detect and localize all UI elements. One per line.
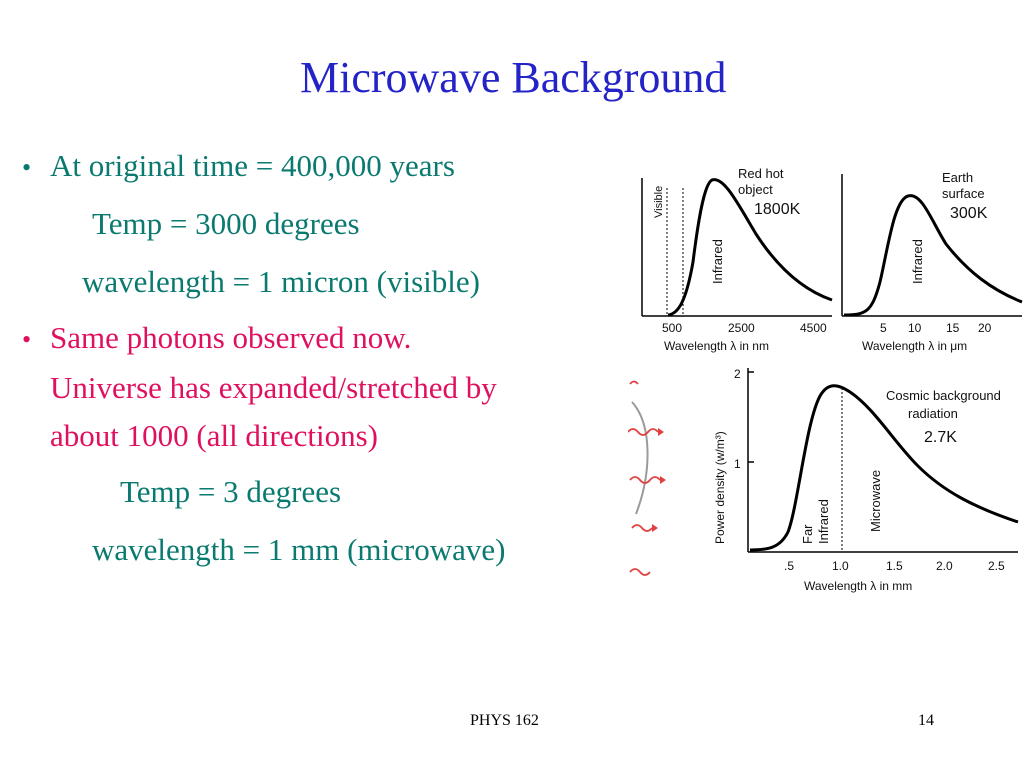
panel2-tick-5: 5 — [880, 321, 887, 335]
panel2-tick-15: 15 — [946, 321, 960, 335]
panel2-caption-line2: surface — [942, 186, 985, 201]
panel3-infrared-label: Infrared — [816, 499, 831, 544]
bullet-same-photons: Same photons observed now. — [50, 320, 412, 355]
line-about-1000: about 1000 (all directions) — [50, 418, 378, 453]
line-wavelength-mm: wavelength = 1 mm (microwave) — [92, 532, 506, 567]
bullet-original-time: At original time = 400,000 years — [50, 148, 455, 183]
panel1-caption-line1: Red hot — [738, 166, 784, 181]
panel2-tick-20: 20 — [978, 321, 992, 335]
panel3-tick-05: .5 — [784, 559, 794, 573]
panel2-caption-line1: Earth — [942, 170, 973, 185]
footer-page-number: 14 — [918, 712, 934, 729]
panel1-curve — [667, 178, 833, 317]
line-wavelength-micron: wavelength = 1 micron (visible) — [82, 264, 480, 299]
panel3-microwave-label: Microwave — [868, 470, 883, 532]
panel3-tick-25: 2.5 — [988, 559, 1005, 573]
panel1-tick-500: 500 — [662, 321, 682, 335]
panel3-tick-20: 2.0 — [936, 559, 953, 573]
line-temp-3000: Temp = 3000 degrees — [92, 206, 360, 241]
line-temp-3: Temp = 3 degrees — [120, 474, 342, 509]
line-universe-expanded: Universe has expanded/stretched by — [50, 370, 497, 405]
panel1-infrared-label: Infrared — [710, 239, 725, 284]
panel1-caption-line2: object — [738, 182, 773, 197]
panel3-caption-line2: radiation — [908, 406, 958, 421]
panel3-tick-10: 1.0 — [832, 559, 849, 573]
photon-wave-arrows — [628, 380, 666, 576]
bullet-marker-1: • — [22, 153, 32, 182]
panel3-curve — [749, 384, 1019, 552]
panel3-ytick-1: 1 — [734, 457, 741, 471]
panel3-ytick-2: 2 — [734, 367, 741, 381]
panel2-infrared-label: Infrared — [910, 239, 925, 284]
panel-red-hot-object: Visible Infrared Red hot object 1800K 50… — [641, 166, 833, 353]
panel1-visible-label: Visible — [653, 186, 665, 218]
panel1-tick-2500: 2500 — [728, 321, 755, 335]
panel2-tick-10: 10 — [908, 321, 922, 335]
panel3-far-label: Far — [800, 524, 815, 544]
panel1-tick-4500: 4500 — [800, 321, 827, 335]
panel3-xlabel: Wavelength λ in mm — [804, 579, 912, 593]
panel3-caption-line1: Cosmic background — [886, 388, 1001, 403]
panel2-xlabel: Wavelength λ in μm — [862, 339, 967, 353]
panel1-xlabel: Wavelength λ in nm — [664, 339, 769, 353]
panel3-tick-15: 1.5 — [886, 559, 903, 573]
panel1-caption-line3: 1800K — [754, 201, 801, 218]
panel2-caption-line3: 300K — [950, 205, 988, 222]
panel3-caption-line3: 2.7K — [924, 429, 957, 446]
footer-course: PHYS 162 — [470, 712, 539, 729]
panel-earth-surface: Infrared Earth surface 300K 5 10 15 20 W… — [841, 170, 1023, 353]
slide-title: Microwave Background — [300, 53, 727, 102]
panel-cosmic-background: 2 1 Power density (w/m³) Far Infrared Mi… — [628, 367, 1019, 593]
blackbody-spectra-figure: Visible Infrared Red hot object 1800K 50… — [628, 166, 1023, 593]
panel3-ylabel: Power density (w/m³) — [713, 431, 727, 544]
panel2-curve — [843, 194, 1023, 317]
bullet-marker-2: • — [22, 325, 32, 354]
